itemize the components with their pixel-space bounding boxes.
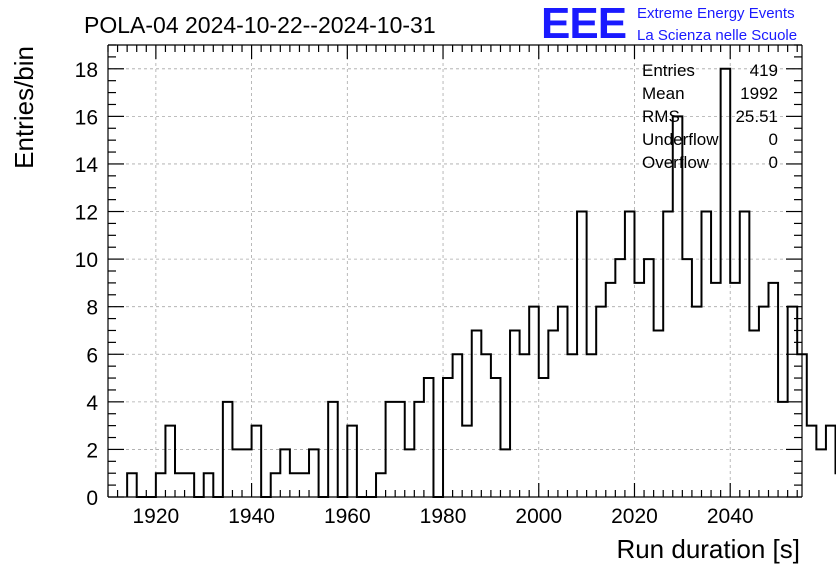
logo-line-1: Extreme Energy Events: [637, 5, 795, 22]
x-axis-label: Run duration [s]: [616, 534, 800, 564]
logo-mark: EEE: [541, 0, 626, 48]
y-axis-label: Entries/bin: [9, 46, 39, 169]
y-tick-label: 10: [75, 249, 98, 272]
y-tick-label: 2: [86, 439, 98, 462]
stat-value: 419: [750, 61, 778, 80]
y-tick-label: 14: [75, 154, 99, 177]
x-tick-label: 1980: [420, 505, 467, 528]
stat-value: 25.51: [735, 107, 778, 126]
chart-title: POLA-04 2024-10-22--2024-10-31: [84, 12, 436, 38]
stat-label: RMS: [642, 107, 680, 126]
x-tick-label: 1920: [133, 505, 180, 528]
x-tick-label: 2040: [707, 505, 754, 528]
x-tick-label: 1960: [324, 505, 371, 528]
y-tick-label: 6: [86, 344, 98, 367]
stat-label: Entries: [642, 61, 695, 80]
stat-label: Overflow: [642, 153, 710, 172]
stat-value: 0: [769, 153, 778, 172]
stat-label: Underflow: [642, 130, 719, 149]
y-tick-label: 12: [75, 202, 98, 225]
y-tick-label: 4: [86, 392, 98, 415]
x-tick-label: 1940: [228, 505, 275, 528]
y-tick-label: 8: [86, 297, 98, 320]
stat-value: 1992: [740, 84, 778, 103]
y-axis-ticks: 0 2 4 6 8 10 12 14 16 18: [75, 44, 802, 510]
grid-lines: [108, 45, 802, 497]
y-tick-label: 0: [86, 487, 98, 510]
histogram-line: [126, 67, 836, 498]
logo-line-2: La Scienza nelle Scuole: [637, 27, 797, 44]
y-tick-label: 18: [75, 59, 98, 82]
y-tick-label: 16: [75, 106, 98, 129]
stat-label: Mean: [642, 84, 685, 103]
x-axis-ticks: 1920 1940 1960 1980 2000 2020 2040: [107, 45, 798, 528]
x-tick-label: 2020: [611, 505, 658, 528]
stat-value: 0: [769, 130, 778, 149]
x-tick-label: 2000: [515, 505, 562, 528]
stats-box: Entries 419 Mean 1992 RMS 25.51 Underflow 0 Over…: [642, 61, 778, 172]
axes: [107, 44, 803, 498]
logo: EEE Extreme Energy Events La Scienza nel…: [541, 0, 797, 48]
